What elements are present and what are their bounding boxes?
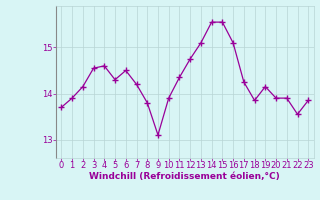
X-axis label: Windchill (Refroidissement éolien,°C): Windchill (Refroidissement éolien,°C)	[89, 172, 280, 181]
